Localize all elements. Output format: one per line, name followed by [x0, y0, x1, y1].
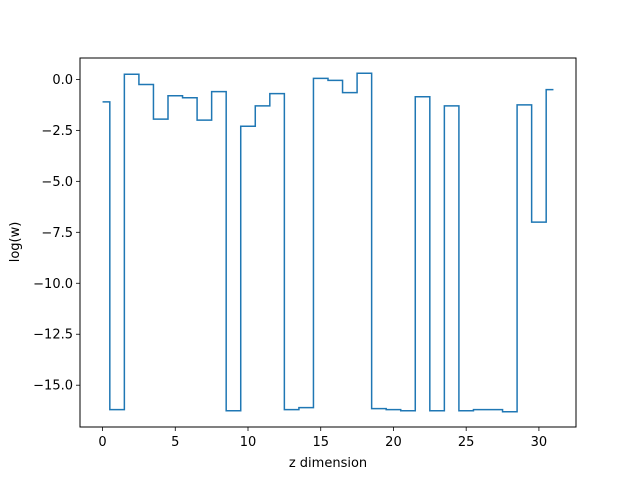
y-tick-label: 0.0	[52, 73, 73, 88]
y-tick-label: −7.5	[41, 226, 73, 241]
x-tick-label: 15	[312, 435, 329, 450]
y-tick-label: −5.0	[41, 175, 73, 190]
x-tick-label: 20	[385, 435, 402, 450]
axes-frame	[79, 57, 577, 428]
x-tick-label: 30	[531, 435, 548, 450]
y-axis-label: log(w)	[8, 222, 23, 263]
x-tick-label: 0	[98, 435, 106, 450]
x-tick-label: 5	[171, 435, 179, 450]
y-axis: 0.0 −2.5 −5.0 −7.5 −10.0 −12.5 −15.0	[33, 73, 80, 394]
y-tick-label: −10.0	[33, 277, 73, 292]
plot-area	[102, 72, 554, 413]
x-tick-label: 10	[240, 435, 257, 450]
x-axis-label: z dimension	[289, 456, 367, 471]
y-tick-label: −2.5	[41, 124, 73, 139]
x-tick-label: 25	[458, 435, 475, 450]
y-tick-label: −15.0	[33, 379, 73, 394]
series-line	[102, 72, 554, 413]
y-tick-label: −12.5	[33, 328, 73, 343]
x-axis: 0 5 10 15 20 25 30	[98, 427, 547, 450]
